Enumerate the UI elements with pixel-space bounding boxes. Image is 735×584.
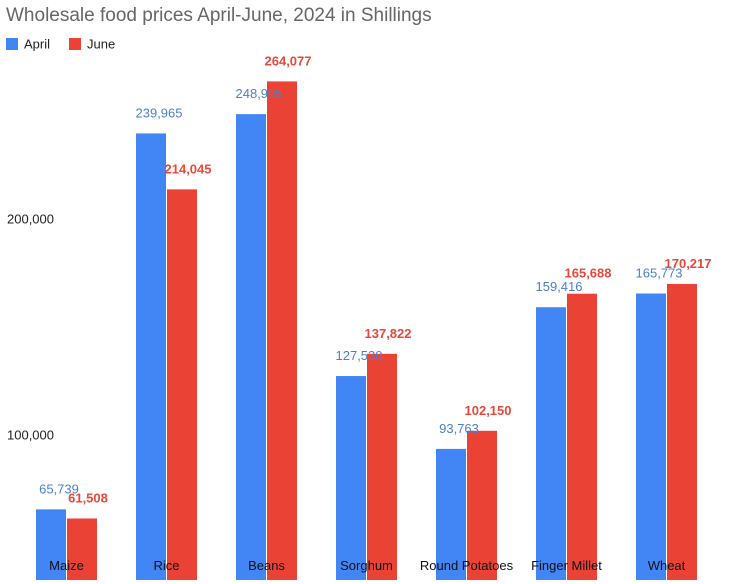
data-label-june-finger-millet: 165,688	[565, 266, 612, 281]
y-tick-label: 200,000	[7, 212, 54, 227]
data-label-april-beans: 248,905	[236, 86, 283, 101]
data-label-june-beans: 264,077	[265, 53, 312, 68]
bar-june-rice	[167, 189, 197, 581]
bar-april-beans	[236, 114, 266, 581]
bar-june-maize	[67, 518, 97, 580]
bar-april-round-potatoes	[436, 448, 466, 580]
legend-swatch-april	[6, 38, 18, 50]
data-label-june-sorghum: 137,822	[365, 326, 412, 341]
chart-title: Wholesale food prices April-June, 2024 i…	[6, 5, 432, 26]
x-tick-label-maize: Maize	[49, 558, 84, 573]
data-label-april-rice: 239,965	[136, 105, 183, 120]
x-tick-label-rice: Rice	[153, 558, 179, 573]
bar-june-finger-millet	[567, 293, 597, 580]
legend-label-june: June	[87, 37, 115, 52]
bar-june-wheat	[667, 283, 697, 580]
x-tick-label-round-potatoes: Round Potatoes	[420, 558, 514, 573]
x-tick-label-finger-millet: Finger Millet	[531, 558, 602, 573]
y-tick-label: 100,000	[7, 427, 54, 442]
bar-april-wheat	[636, 293, 666, 580]
bar-april-finger-millet	[536, 307, 566, 580]
legend-swatch-june	[69, 38, 81, 50]
data-label-april-round-potatoes: 93,763	[439, 421, 479, 436]
bar-april-rice	[136, 133, 166, 580]
bar-june-beans	[267, 81, 297, 581]
data-label-april-maize: 65,739	[39, 481, 79, 496]
bar-april-sorghum	[336, 376, 366, 580]
x-tick-label-sorghum: Sorghum	[340, 558, 393, 573]
data-label-june-maize: 61,508	[68, 490, 108, 505]
data-label-june-round-potatoes: 102,150	[465, 403, 512, 418]
data-label-april-finger-millet: 159,416	[536, 279, 583, 294]
data-label-april-sorghum: 127,530	[336, 348, 383, 363]
data-label-june-wheat: 170,217	[665, 256, 712, 271]
legend-label-april: April	[24, 37, 50, 52]
data-label-june-rice: 214,045	[165, 161, 212, 176]
bar-june-sorghum	[367, 353, 397, 580]
x-tick-label-beans: Beans	[248, 558, 285, 573]
x-tick-label-wheat: Wheat	[648, 558, 686, 573]
bar-april-maize	[36, 509, 66, 580]
data-label-april-wheat: 165,773	[636, 266, 683, 281]
bar-june-round-potatoes	[467, 430, 497, 580]
